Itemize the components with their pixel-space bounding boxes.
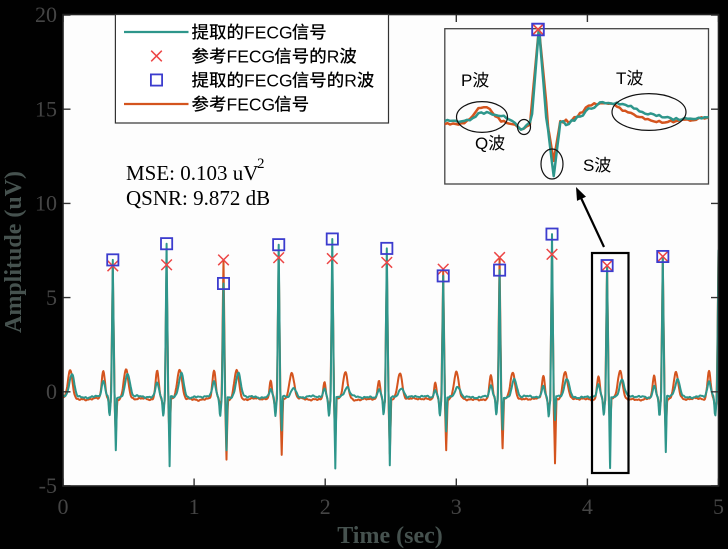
svg-text:5: 5	[46, 285, 57, 310]
svg-text:P: P	[461, 71, 472, 90]
svg-text:R: R	[327, 46, 340, 66]
svg-text:R: R	[344, 70, 357, 90]
svg-text:2: 2	[320, 494, 331, 519]
svg-text:-5: -5	[39, 473, 57, 498]
svg-text:1: 1	[189, 494, 200, 519]
svg-text:QSNR: 9.872 dB: QSNR: 9.872 dB	[126, 186, 270, 210]
svg-text:FECG: FECG	[244, 70, 293, 90]
svg-text:0: 0	[58, 494, 69, 519]
svg-text:0: 0	[46, 379, 57, 404]
svg-text:3: 3	[451, 494, 462, 519]
svg-text:Amplitude (uV): Amplitude (uV)	[1, 171, 27, 333]
svg-text:FECG: FECG	[244, 22, 293, 42]
svg-text:4: 4	[582, 494, 593, 519]
svg-text:FECG: FECG	[227, 94, 276, 114]
svg-text:S: S	[583, 156, 594, 175]
svg-text:5: 5	[713, 494, 724, 519]
svg-text:Time (sec): Time (sec)	[337, 523, 443, 549]
svg-text:T: T	[616, 69, 626, 88]
svg-text:MSE: 0.103 uV: MSE: 0.103 uV	[126, 161, 258, 185]
svg-text:20: 20	[35, 2, 57, 27]
svg-text:15: 15	[35, 96, 57, 121]
svg-text:2: 2	[257, 156, 265, 172]
svg-text:FECG: FECG	[227, 46, 276, 66]
svg-text:10: 10	[35, 191, 57, 216]
svg-text:Q: Q	[475, 134, 488, 153]
